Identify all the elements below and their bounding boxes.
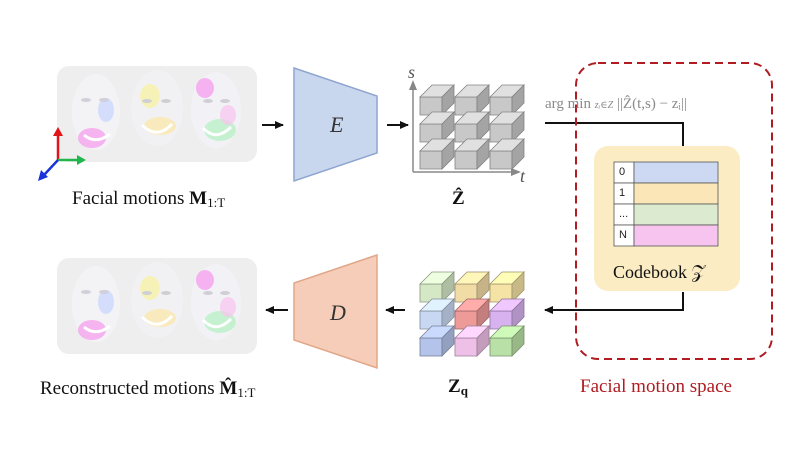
quantized-cube <box>489 298 525 330</box>
xyz-axes-icon <box>38 127 86 181</box>
codebook-entry <box>633 224 719 247</box>
latent-cube <box>489 138 525 170</box>
encoder-block <box>293 66 378 183</box>
codebook-entry <box>633 203 719 226</box>
face-5 <box>131 262 183 338</box>
quantized-cube <box>454 298 490 330</box>
decoder-label: D <box>330 300 346 325</box>
quantized-cube <box>454 271 490 303</box>
face-4 <box>72 266 120 342</box>
output-motions-label: Reconstructed motions M̂1:T <box>40 378 256 400</box>
argmin-formula: arg min zᵢ∈Z ||Ẑ(t,s) − zᵢ|| <box>545 96 687 112</box>
quantized-cube <box>454 325 490 357</box>
codebook-entry <box>633 182 719 205</box>
axis-s-label: s <box>408 62 416 82</box>
codebook <box>594 146 740 291</box>
quantized-cube <box>489 271 525 303</box>
line-latent-to-codebook <box>545 122 684 148</box>
latent-label: Ẑ <box>452 188 465 209</box>
codebook-entry <box>633 161 719 184</box>
codebook-label: Codebook 𝒵 <box>613 262 706 282</box>
codebook-index-label: ... <box>619 208 629 220</box>
latent-cube <box>419 138 455 170</box>
line-codebook-to-quantized <box>544 292 684 314</box>
quantized-cube <box>489 325 525 357</box>
output-faces-panel <box>57 258 257 354</box>
axis-t-label: t <box>520 166 526 186</box>
latent-cube <box>419 111 455 143</box>
codebook-index-label: N <box>619 229 627 241</box>
face-3 <box>191 72 241 148</box>
encoder-label: E <box>330 112 344 137</box>
latent-axes <box>409 80 521 176</box>
latent-cube <box>489 111 525 143</box>
motion-space-box <box>575 62 773 360</box>
face-1 <box>72 74 120 150</box>
quantized-cube <box>419 325 455 357</box>
latent-cube <box>454 138 490 170</box>
latent-cube <box>419 84 455 116</box>
quantized-label: Zq <box>448 376 468 398</box>
codebook-index-label: 0 <box>619 166 626 178</box>
decoder-block <box>293 253 378 370</box>
latent-grid <box>419 84 525 170</box>
latent-cube <box>454 84 490 116</box>
latent-cube <box>489 84 525 116</box>
input-faces-panel <box>57 66 257 162</box>
quantized-cube <box>419 298 455 330</box>
codebook-index-label: 1 <box>619 187 626 199</box>
quantized-grid <box>419 271 525 357</box>
input-motions-label: Facial motions M1:T <box>72 188 226 210</box>
latent-cube <box>454 111 490 143</box>
face-2 <box>131 70 183 146</box>
motion-space-label: Facial motion space <box>580 376 732 397</box>
face-6 <box>191 264 241 340</box>
codebook-rows <box>613 161 719 247</box>
quantized-cube <box>419 271 455 303</box>
